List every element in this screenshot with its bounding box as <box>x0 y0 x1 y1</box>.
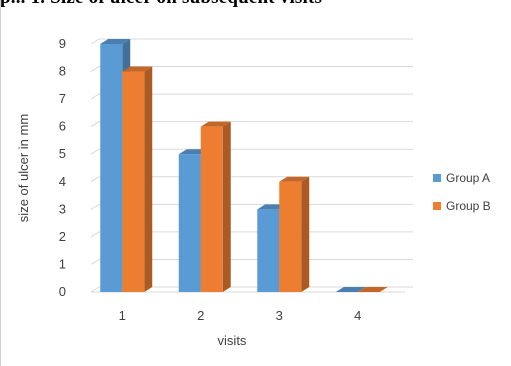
figure-heading-fragment: p... 1. Size of ulcer on subsequent visi… <box>0 0 511 9</box>
bar-group-a-visit-4 <box>335 287 366 292</box>
bar-front <box>200 126 223 293</box>
y-tick-label: 5 <box>59 146 66 161</box>
x-tick-label: 1 <box>119 308 126 323</box>
y-tick-label: 1 <box>59 256 66 271</box>
x-tick-labels: 1 2 3 4 <box>119 308 362 323</box>
legend: Group A Group B <box>433 171 491 213</box>
bar-front <box>178 154 201 292</box>
bar-group-b-visit-1 <box>122 66 153 292</box>
legend-swatch <box>433 202 441 210</box>
bar-group-b-visit-2 <box>200 121 231 293</box>
y-tick-label: 2 <box>59 229 66 244</box>
gridline <box>90 148 413 155</box>
y-tick-label: 9 <box>59 36 66 51</box>
bar-side <box>301 176 310 292</box>
x-tick-label: 4 <box>354 308 361 323</box>
bar-front <box>122 71 145 292</box>
bar-side <box>222 121 231 293</box>
gridline <box>90 121 413 128</box>
y-tick-label: 8 <box>59 64 66 79</box>
gridline <box>90 66 413 72</box>
y-tick-label: 4 <box>59 174 66 189</box>
legend-label: Group A <box>446 171 490 185</box>
x-tick-label: 3 <box>276 308 283 323</box>
bar-front <box>257 209 280 292</box>
y-tick-label: 0 <box>59 284 66 299</box>
bars <box>100 39 388 293</box>
x-tick-label: 2 <box>197 308 204 323</box>
bar-top <box>335 287 366 292</box>
y-tick-label: 6 <box>59 119 66 134</box>
y-tick-label: 7 <box>59 91 66 106</box>
x-axis-title: visits <box>218 333 247 348</box>
bar-top <box>357 287 388 292</box>
bar-top <box>122 66 153 72</box>
gridline <box>90 93 413 100</box>
legend-label: Group B <box>446 199 491 213</box>
legend-swatch <box>433 174 441 182</box>
y-tick-labels: 0 1 2 3 4 5 6 7 8 9 <box>59 36 66 299</box>
y-axis-title: size of ulcer in mm <box>16 114 31 222</box>
legend-item-group-b: Group B <box>433 199 491 213</box>
frame-left-border <box>0 0 1 366</box>
bar-top <box>100 39 131 44</box>
bar-side <box>144 66 153 292</box>
y-tick-label: 3 <box>59 201 66 216</box>
bar-group-b-visit-4 <box>357 287 388 292</box>
gridline <box>90 38 413 45</box>
bar-top <box>279 176 310 182</box>
bar-front <box>279 181 302 292</box>
bar-top <box>200 121 231 127</box>
bar-group-b-visit-3 <box>279 176 310 292</box>
bar-front <box>100 44 123 292</box>
legend-item-group-a: Group A <box>433 171 490 185</box>
